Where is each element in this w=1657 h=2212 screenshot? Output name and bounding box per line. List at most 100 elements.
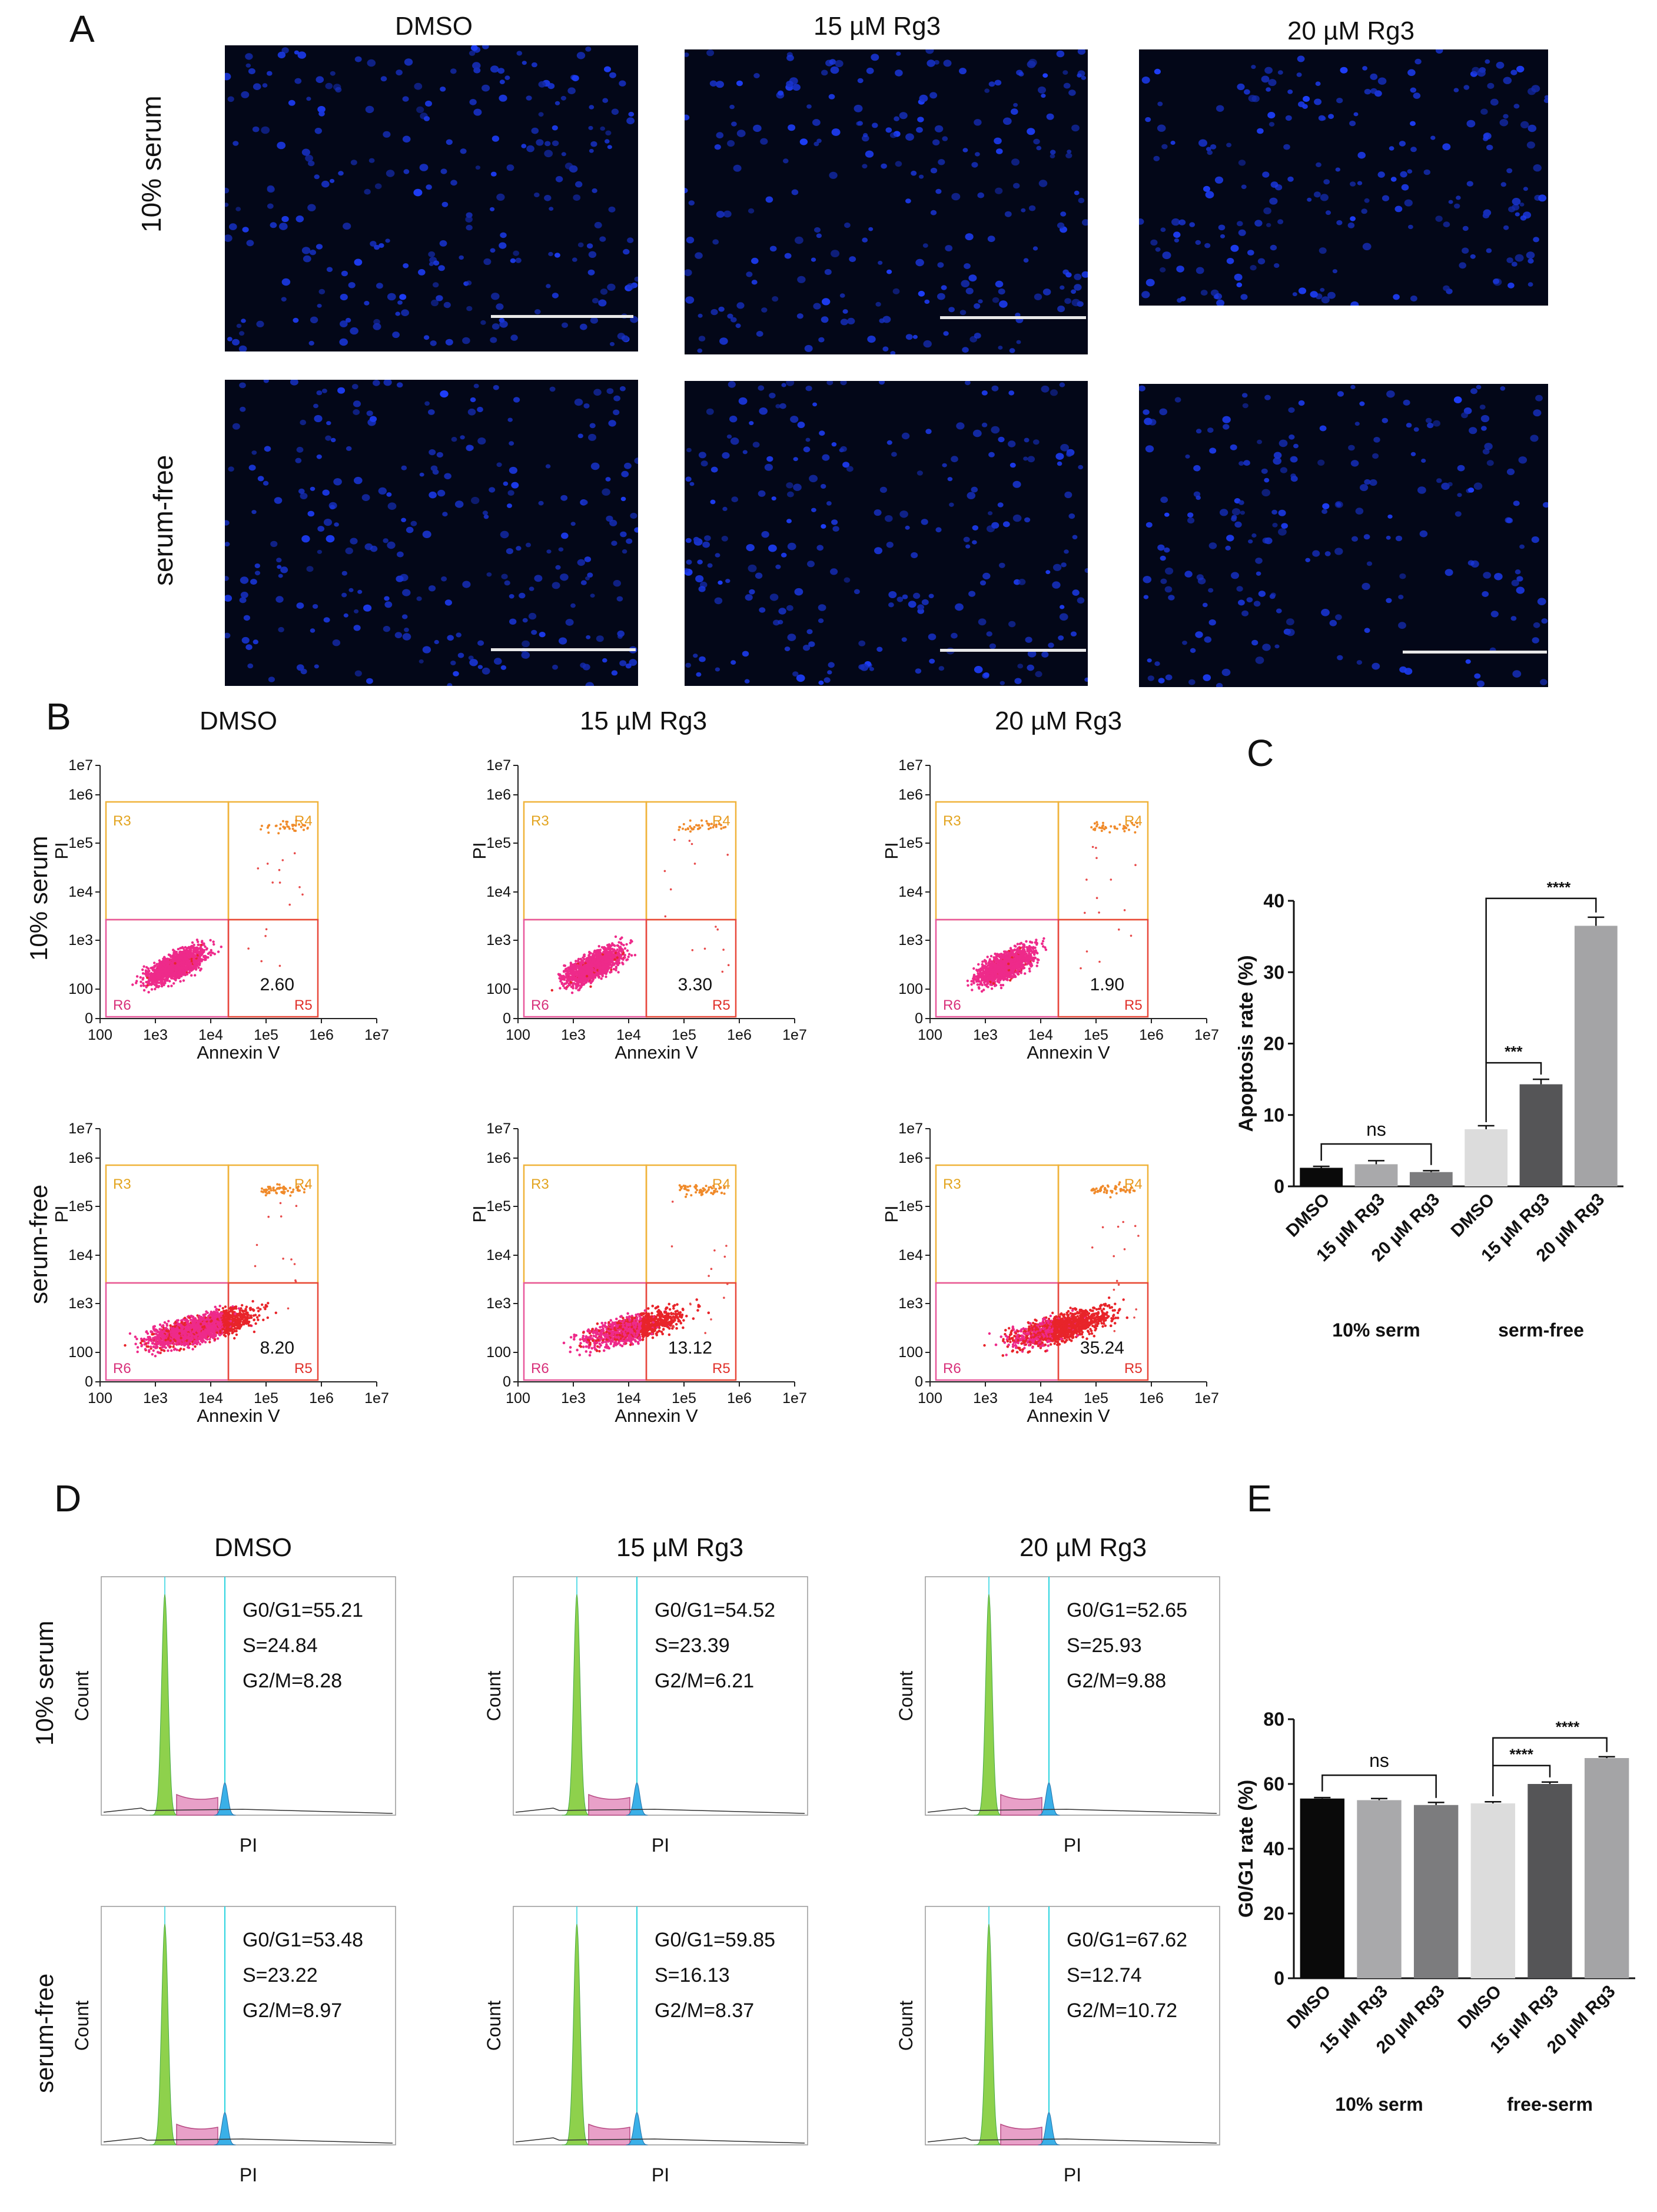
y-tick-label: 1e5 bbox=[68, 835, 93, 851]
g0g1-peak bbox=[562, 1924, 592, 2145]
y-axis-label: Apoptosis rate (%) bbox=[1235, 955, 1257, 1132]
micrograph bbox=[1139, 384, 1548, 687]
panel-a-row-label: serum-free bbox=[148, 455, 178, 586]
y-tick-label: 1e4 bbox=[898, 884, 923, 900]
panel-label-a: A bbox=[69, 8, 95, 50]
gate-label: R6 bbox=[531, 1361, 549, 1377]
gate-r5 bbox=[645, 918, 737, 1018]
y-tick-label: 0 bbox=[915, 1010, 923, 1027]
cell-cycle-stat: G2/M=6.21 bbox=[655, 1670, 754, 1692]
x-axis-label: Annexin V bbox=[197, 1042, 280, 1063]
y-tick-label: 100 bbox=[68, 1344, 93, 1361]
y-tick-label: 1e5 bbox=[486, 835, 511, 851]
gate-label: R5 bbox=[712, 1361, 730, 1377]
x-tick-label: 1e7 bbox=[1194, 1390, 1219, 1407]
gate-label: R5 bbox=[1124, 1361, 1143, 1377]
y-tick-label: 20 bbox=[1263, 1033, 1284, 1054]
flow-axes: 100 1e3 1e4 1e5 1e6 1e701001e31e41e51e61e7Ann… bbox=[53, 757, 389, 1063]
gate-label: R3 bbox=[531, 813, 549, 829]
y-tick-label: 0 bbox=[915, 1374, 923, 1390]
histogram-frame bbox=[101, 1906, 396, 2145]
x-tick-label: 1e6 bbox=[309, 1390, 334, 1407]
x-axis-label: Annexin V bbox=[197, 1405, 280, 1426]
x-tick-label: 1e5 bbox=[672, 1027, 696, 1043]
sig-label: ns bbox=[1366, 1119, 1386, 1140]
panel-label-c: C bbox=[1247, 732, 1274, 774]
gate-label: R5 bbox=[1124, 997, 1143, 1013]
x-axis-label: Annexin V bbox=[1027, 1042, 1110, 1063]
x-tick-label: 1e6 bbox=[1139, 1390, 1164, 1407]
histogram-frame bbox=[513, 1576, 808, 1816]
y-tick-label: 1e5 bbox=[898, 1198, 923, 1215]
g0g1-peak bbox=[150, 1924, 180, 2145]
y-tick-label: 100 bbox=[486, 1344, 511, 1361]
x-tick-label: DMSO bbox=[1283, 1982, 1334, 2033]
y-tick-label: 0 bbox=[85, 1010, 93, 1027]
y-tick-label: 1e7 bbox=[898, 1120, 923, 1137]
cell-cycle-stat: G2/M=8.97 bbox=[243, 1999, 342, 2022]
apoptosis-percentage: 2.60 bbox=[260, 975, 294, 994]
x-tick-label: 1e7 bbox=[364, 1027, 389, 1043]
y-tick-label: 1e7 bbox=[68, 1120, 93, 1137]
micrograph bbox=[685, 49, 1088, 354]
micrograph bbox=[225, 45, 638, 351]
x-tick-label: 1e5 bbox=[1084, 1027, 1108, 1043]
apoptosis-percentage: 1.90 bbox=[1090, 975, 1124, 994]
y-tick-label: 1e6 bbox=[486, 787, 511, 803]
panel-a-row-label: 10% serum bbox=[136, 95, 167, 233]
cell-cycle-stat: G2/M=10.72 bbox=[1067, 1999, 1177, 2022]
y-axis-label: Count bbox=[895, 1671, 917, 1722]
flow-axes: 100 1e3 1e4 1e5 1e6 1e701001e31e41e51e61e7Ann… bbox=[471, 1120, 807, 1426]
y-axis-label: PI bbox=[53, 842, 72, 859]
x-tick-label: 1e4 bbox=[198, 1390, 223, 1407]
gate-label: R4 bbox=[294, 813, 313, 829]
panel-d-row-label: serum-free bbox=[31, 1973, 58, 2093]
x-axis-label: PI bbox=[652, 1835, 669, 1856]
flow-plot: 100 1e3 1e4 1e5 1e6 1e701001e31e41e51e61e7Ann… bbox=[53, 1120, 389, 1426]
histogram-trace bbox=[515, 2137, 805, 2144]
micrograph bbox=[225, 380, 638, 686]
x-tick-label: DMSO bbox=[1447, 1190, 1499, 1241]
x-tick-label: 1e7 bbox=[782, 1390, 807, 1407]
y-tick-label: 1e3 bbox=[68, 932, 93, 949]
event-dots bbox=[983, 1181, 1140, 1357]
gate-label: R6 bbox=[943, 1361, 961, 1377]
panel-b-col-title: DMSO bbox=[200, 707, 277, 735]
flow-plot: 100 1e3 1e4 1e5 1e6 1e701001e31e41e51e61e7Ann… bbox=[883, 757, 1219, 1063]
plot-area bbox=[925, 1906, 1220, 2145]
x-axis-label: PI bbox=[652, 2164, 669, 2186]
g2m-peak bbox=[626, 2112, 648, 2145]
y-tick-label: 1e6 bbox=[898, 1150, 923, 1166]
cell-cycle-stat: G0/G1=53.48 bbox=[243, 1929, 363, 1951]
bar bbox=[1300, 1168, 1343, 1186]
event-dots bbox=[550, 819, 730, 994]
cell-cycle-stat: S=16.13 bbox=[655, 1964, 730, 1987]
sig-label: **** bbox=[1509, 1746, 1533, 1763]
bar bbox=[1357, 1800, 1402, 1978]
sig-label: **** bbox=[1556, 1718, 1580, 1736]
x-tick-label: 1e5 bbox=[254, 1027, 278, 1043]
x-tick-label: 1e6 bbox=[1139, 1027, 1164, 1043]
y-tick-label: 0 bbox=[1274, 1176, 1284, 1197]
nuclei-image bbox=[225, 380, 638, 686]
x-tick-label: 1e7 bbox=[1194, 1027, 1219, 1043]
y-tick-label: 1e5 bbox=[898, 835, 923, 851]
x-axis-label: Annexin V bbox=[1027, 1405, 1110, 1426]
cell-cycle-stat: G0/G1=67.62 bbox=[1067, 1929, 1187, 1951]
histogram-trace bbox=[927, 2137, 1217, 2144]
x-tick-label: 1e4 bbox=[616, 1027, 641, 1043]
gate-label: R6 bbox=[113, 997, 131, 1013]
y-tick-label: 100 bbox=[898, 1344, 923, 1361]
sig-label: **** bbox=[1547, 878, 1571, 896]
x-tick-label: DMSO bbox=[1454, 1982, 1505, 2033]
g2m-peak bbox=[1038, 2112, 1060, 2145]
panel-label-d: D bbox=[54, 1477, 82, 1520]
x-tick-label: 1e3 bbox=[973, 1027, 998, 1043]
g0g1-peak bbox=[150, 1594, 180, 1816]
group-label: free-serm bbox=[1507, 2094, 1593, 2115]
x-tick-label: 100 bbox=[918, 1027, 942, 1043]
y-tick-label: 1e3 bbox=[898, 1295, 923, 1312]
x-tick-label: 100 bbox=[506, 1027, 530, 1043]
x-tick-label: 100 bbox=[88, 1390, 112, 1407]
y-tick-label: 1e6 bbox=[898, 787, 923, 803]
